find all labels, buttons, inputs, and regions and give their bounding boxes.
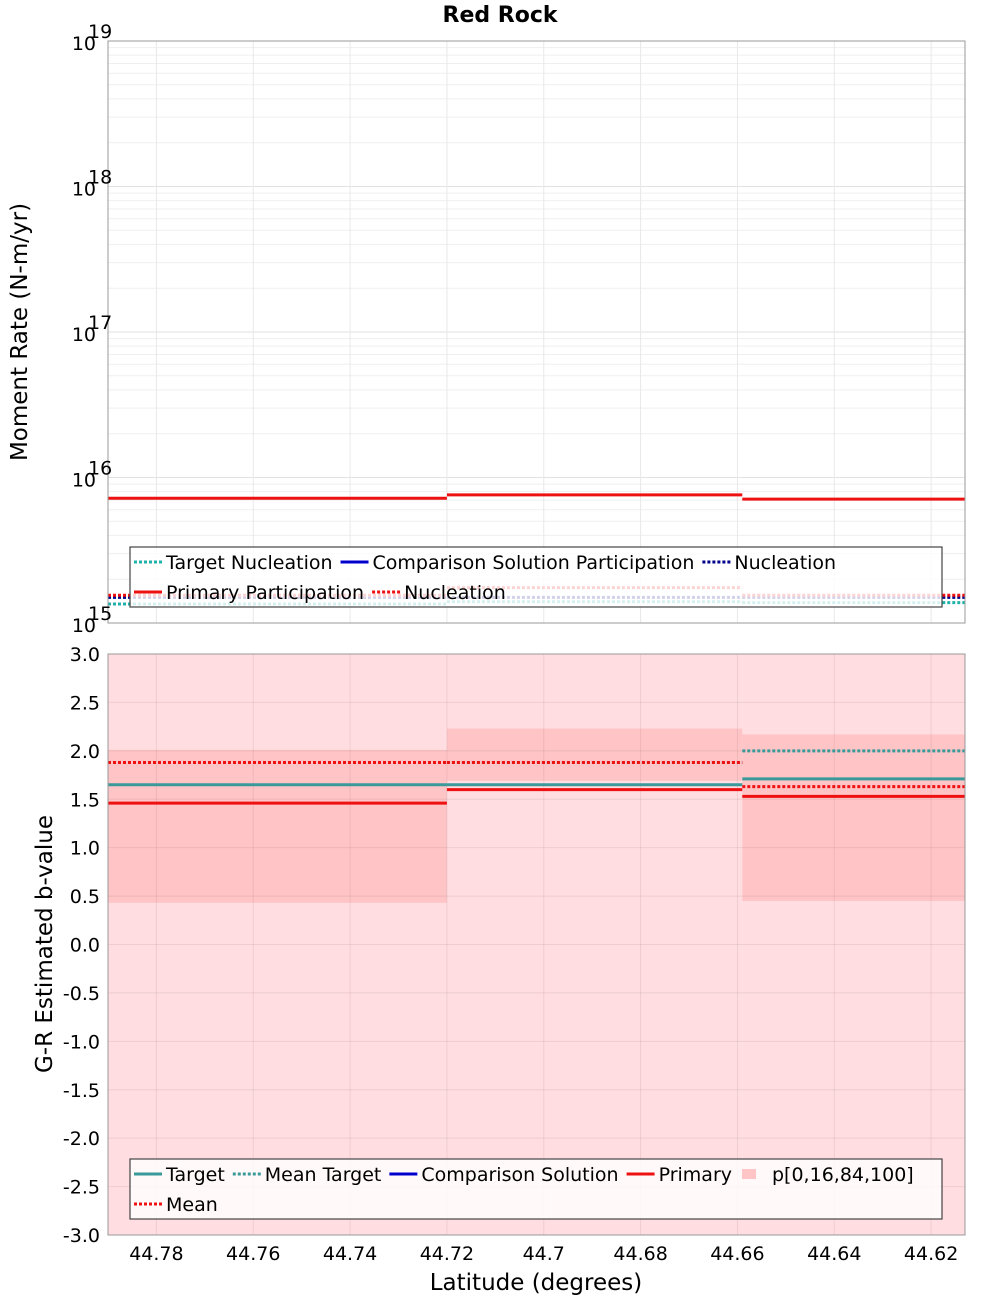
- b-value-y-tick-label: -2.0: [63, 1128, 100, 1150]
- moment-rate-legend-frame: [129, 546, 943, 608]
- b-value-series: [108, 749, 965, 805]
- latitude-x-tick-label: 44.68: [613, 1243, 667, 1265]
- moment-rate-y-tick-exponent: 18: [88, 167, 112, 189]
- moment-rate-legend-label-nucleation: Nucleation: [734, 552, 836, 574]
- b-value-plot-frame: [107, 653, 966, 1236]
- moment-rate-legend: Target Nucleation Comparison Solution Par…: [129, 546, 943, 608]
- percentile-band-inner: [108, 749, 447, 903]
- b-value-y-tick-label: 0.5: [70, 886, 100, 908]
- b-value-legend-band-swatch: [742, 1169, 756, 1179]
- b-value-y-tick-label: 1.5: [70, 789, 100, 811]
- b-value-y-tick-label: 2.5: [70, 692, 100, 714]
- b-value-legend: Target Mean Target Comparison Solution Prim…: [129, 1158, 943, 1220]
- b-value-legend-label-mean: Mean: [166, 1194, 218, 1216]
- chart-title: Red Rock: [443, 3, 559, 28]
- moment-rate-legend-label-nucleation: Nucleation: [404, 582, 506, 604]
- moment-rate-y-tick-label: 10: [72, 324, 96, 346]
- moment-rate-legend-label-primary-participation: Primary Participation: [166, 582, 364, 604]
- b-value-panel: 3.0 2.5 2.0 1.5 1.0 0.5 0.0 -0.5 -1.0 -1.5 -2.0 -2.…: [32, 644, 966, 1296]
- b-value-y-tick-label: -2.5: [63, 1177, 100, 1199]
- b-value-legend-label-p-0-16-84-100: p[0,16,84,100]: [772, 1164, 914, 1186]
- moment-rate-y-tick-exponent: 19: [88, 21, 112, 43]
- moment-rate-y-tick-label: 10: [72, 179, 96, 201]
- latitude-x-tick-label: 44.7: [523, 1243, 565, 1265]
- latitude-x-ticks: 44.78 44.76 44.74 44.72 44.7 44.68 44.66 44.64 4…: [129, 1243, 958, 1265]
- b-value-legend-frame: [129, 1158, 943, 1220]
- moment-rate-y-tick-exponent: 16: [88, 458, 112, 480]
- moment-rate-y-tick-label: 10: [72, 470, 96, 492]
- latitude-x-tick-label: 44.74: [323, 1243, 377, 1265]
- moment-rate-y-tick-exponent: 15: [88, 603, 112, 625]
- moment-rate-legend-label-comparison-solution-participation: Comparison Solution Participation: [373, 552, 695, 574]
- b-value-y-tick-label: 3.0: [70, 644, 100, 666]
- b-value-y-tick-label: 2.0: [70, 741, 100, 763]
- moment-rate-y-tick-label: 10: [72, 615, 96, 637]
- latitude-x-axis-label: Latitude (degrees): [430, 1270, 643, 1296]
- b-value-legend-label-target: Target: [165, 1164, 225, 1186]
- moment-rate-y-tick-exponent: 17: [88, 312, 112, 334]
- b-value-y-tick-label: -1.5: [63, 1080, 100, 1102]
- b-value-y-axis-label: G-R Estimated b-value: [32, 815, 58, 1073]
- b-value-y-tick-label: -0.5: [63, 983, 100, 1005]
- moment-rate-plot-frame: [107, 40, 966, 624]
- b-value-y-tick-label: 1.0: [70, 838, 100, 860]
- moment-rate-legend-label-target-nucleation: Target Nucleation: [165, 552, 333, 574]
- b-value-legend-label-comparison-solution: Comparison Solution: [421, 1164, 618, 1186]
- b-value-y-tick-label: 0.0: [70, 935, 100, 957]
- latitude-x-tick-label: 44.62: [904, 1243, 958, 1265]
- b-value-y-tick-label: -3.0: [63, 1225, 100, 1247]
- percentile-band-inner: [446, 728, 743, 781]
- moment-rate-y-axis-label: Moment Rate (N-m/yr): [7, 203, 33, 461]
- latitude-x-tick-label: 44.76: [226, 1243, 280, 1265]
- b-value-y-ticks: 3.0 2.5 2.0 1.5 1.0 0.5 0.0 -0.5 -1.0 -1.5 -2.0 -2.…: [63, 644, 100, 1247]
- b-value-y-tick-label: -1.0: [63, 1031, 100, 1053]
- b-value-legend-label-primary: Primary: [659, 1164, 732, 1186]
- latitude-x-tick-label: 44.66: [710, 1243, 764, 1265]
- latitude-x-tick-label: 44.78: [129, 1243, 183, 1265]
- b-value-legend-label-mean-target: Mean Target: [265, 1164, 382, 1186]
- latitude-x-tick-label: 44.72: [420, 1243, 474, 1265]
- latitude-x-tick-label: 44.64: [807, 1243, 861, 1265]
- percentile-band-inner: [742, 734, 965, 901]
- moment-rate-y-tick-label: 10: [72, 33, 96, 55]
